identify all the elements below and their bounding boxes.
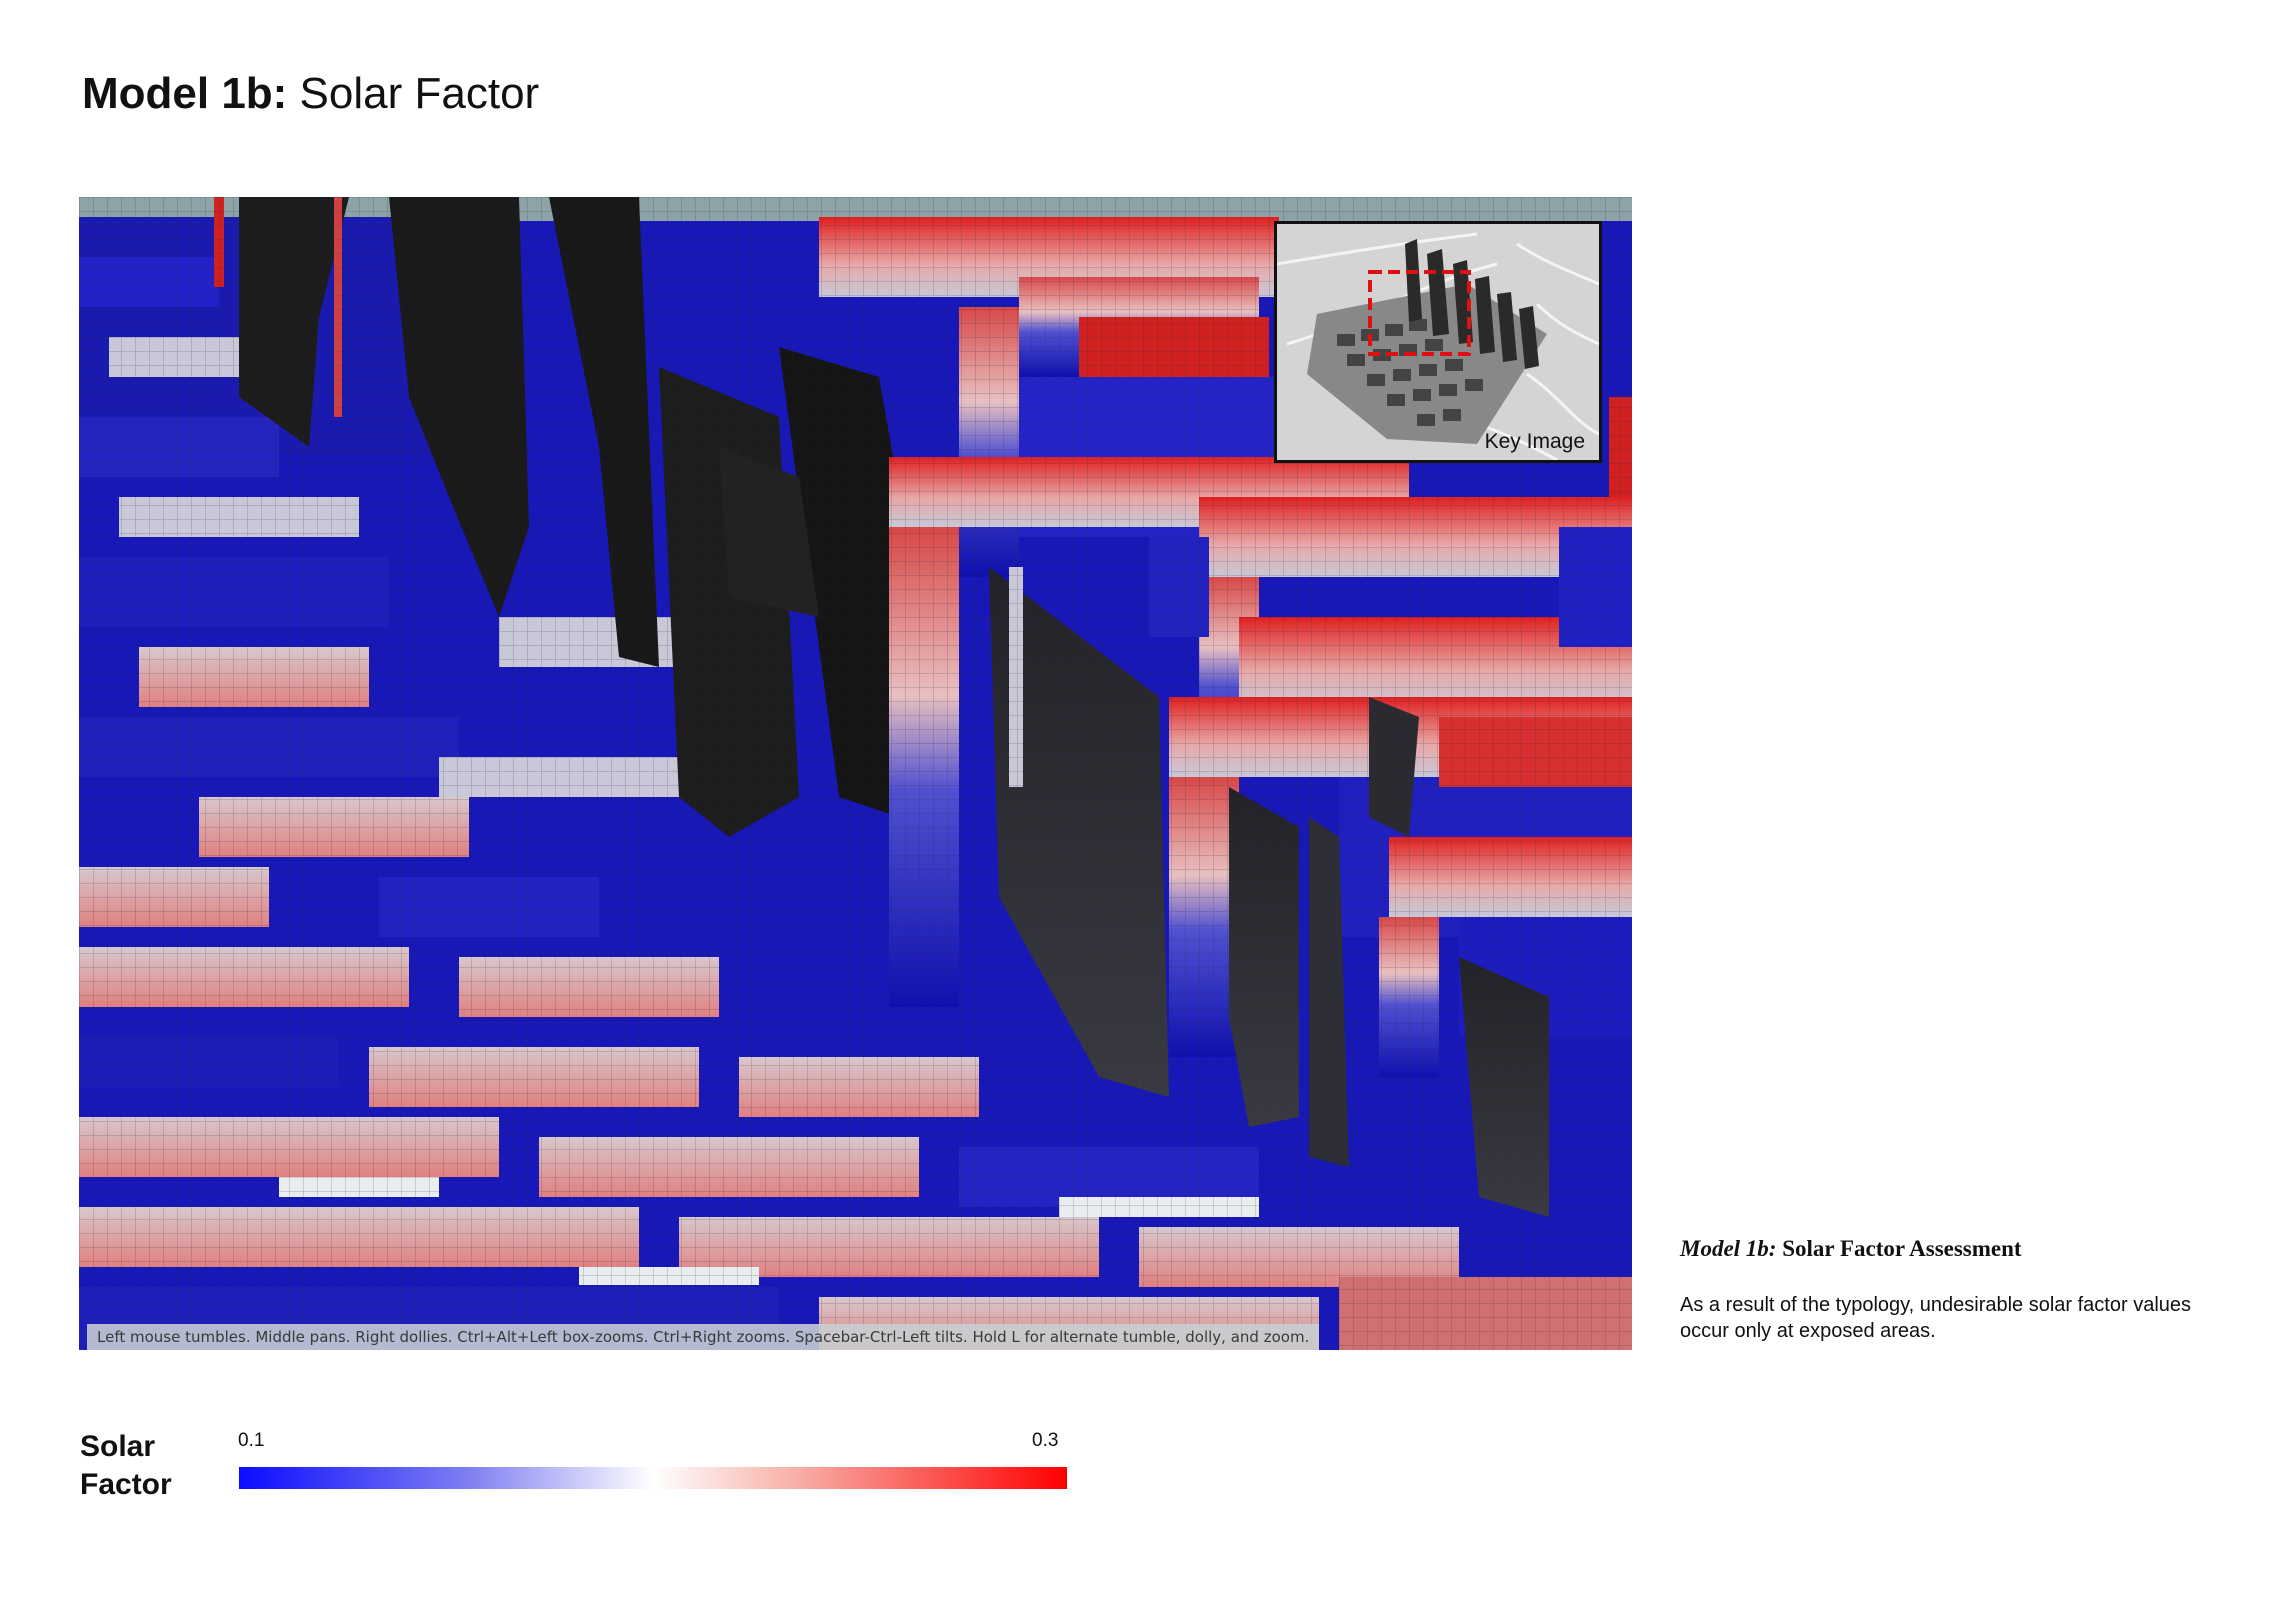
legend-title: Solar Factor	[80, 1428, 172, 1504]
caption-body: As a result of the typology, undesirable…	[1680, 1294, 2192, 1342]
caption-title: Model 1b: Solar Factor Assessment	[1680, 1236, 2022, 1262]
legend-color-bar	[239, 1467, 1067, 1489]
key-image-map	[1277, 224, 1599, 460]
key-image-inset: Key Image	[1274, 221, 1602, 463]
legend-title-line2: Factor	[80, 1468, 172, 1501]
page-title: Model 1b: Solar Factor	[82, 66, 539, 122]
solar-factor-render[interactable]: Left mouse tumbles. Middle pans. Right d…	[79, 197, 1632, 1350]
caption-title-rest: Solar Factor Assessment	[1776, 1236, 2022, 1261]
viewport-navigation-hint: Left mouse tumbles. Middle pans. Right d…	[87, 1324, 1320, 1350]
caption-title-italic: Model 1b:	[1680, 1236, 1777, 1261]
legend-min-value: 0.1	[238, 1430, 265, 1451]
page-title-bold: Model 1b:	[82, 69, 288, 118]
page-title-rest: Solar Factor	[287, 69, 540, 118]
legend-title-line1: Solar	[80, 1430, 156, 1463]
key-image-label: Key Image	[1484, 430, 1585, 453]
legend-max-value: 0.3	[1032, 1430, 1059, 1451]
